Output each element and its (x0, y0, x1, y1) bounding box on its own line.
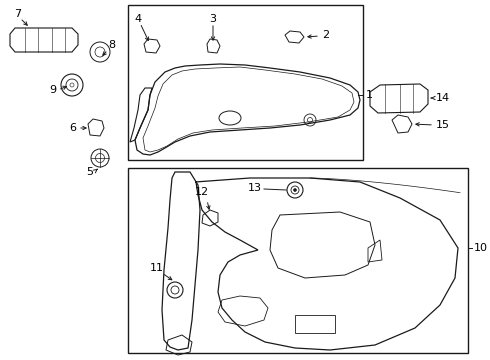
Text: 12: 12 (195, 187, 209, 197)
Text: 11: 11 (150, 263, 164, 273)
Text: 10: 10 (474, 243, 488, 253)
Text: 9: 9 (49, 85, 56, 95)
Text: 2: 2 (322, 30, 329, 40)
Text: 3: 3 (210, 14, 217, 24)
Bar (295, 315, 335, 333)
Text: 4: 4 (134, 14, 142, 24)
Bar (128, 168, 468, 353)
Text: 1: 1 (366, 90, 373, 100)
Text: 14: 14 (436, 93, 450, 103)
Text: 13: 13 (248, 183, 262, 193)
Text: 15: 15 (436, 120, 450, 130)
Text: 6: 6 (69, 123, 76, 133)
Text: 7: 7 (14, 9, 21, 19)
Text: 5: 5 (87, 167, 94, 177)
Bar (128, 5, 363, 160)
Text: 8: 8 (108, 40, 115, 50)
Circle shape (294, 189, 296, 192)
